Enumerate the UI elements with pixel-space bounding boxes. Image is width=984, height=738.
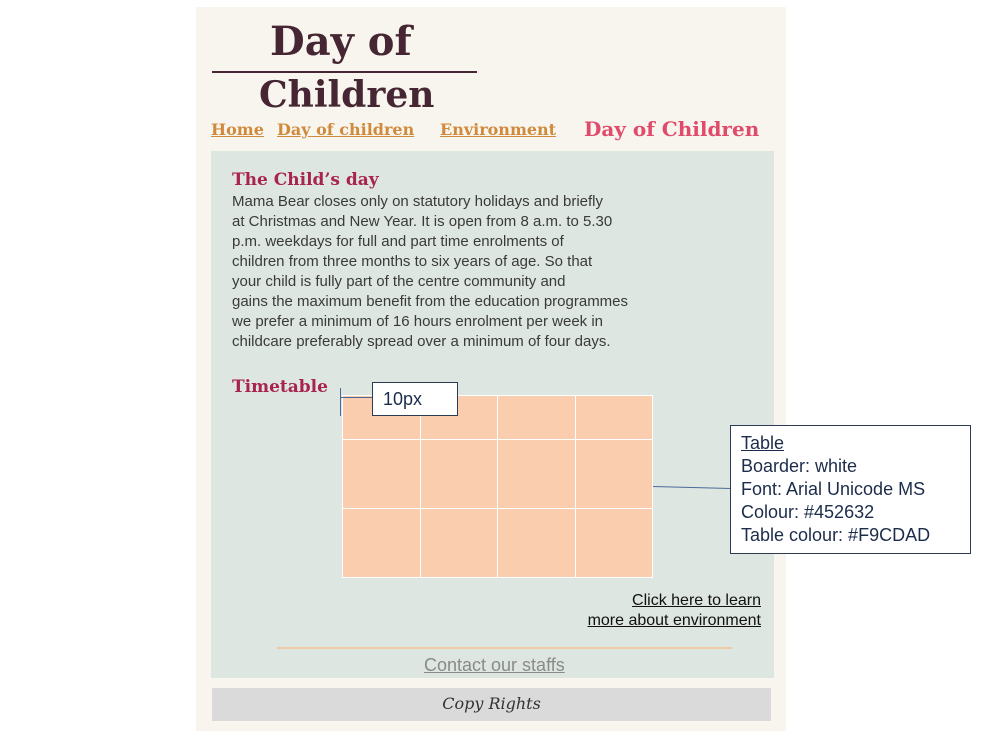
table-cell: [574, 395, 653, 440]
environment-learn-link-line2[interactable]: more about environment: [587, 612, 761, 629]
paragraph-line: Mama Bear closes only on statutory holid…: [232, 193, 604, 210]
table-spec-heading: Table: [741, 433, 785, 453]
timetable-table: [342, 395, 653, 578]
spacing-annotation-box: 10px: [372, 382, 458, 416]
environment-learn-link-line1[interactable]: Click here to learn: [632, 592, 761, 609]
site-title-line2: Children: [259, 74, 435, 116]
table-cell: [419, 439, 498, 509]
copyright-text: Copy Rights: [442, 694, 541, 713]
content-divider: [277, 647, 732, 649]
paragraph-line: children from three months to six years …: [232, 253, 593, 270]
table-cell: [497, 508, 576, 578]
spacing-annotation-label: 10px: [383, 389, 423, 409]
paragraph-line: at Christmas and New Year. It is open fr…: [232, 213, 613, 230]
table-cell: [497, 439, 576, 509]
nav-day-of-children-link[interactable]: Day of children: [277, 120, 415, 139]
childs-day-heading: The Child’s day: [232, 170, 379, 190]
paragraph-line: p.m. weekdays for full and part time enr…: [232, 233, 564, 250]
table-spec-annotation-box: Table Boarder: white Font: Arial Unicode…: [730, 425, 971, 554]
paragraph-line: your child is fully part of the centre c…: [232, 273, 566, 290]
paragraph-line: we prefer a minimum of 16 hours enrolmen…: [232, 313, 604, 330]
table-cell: [574, 508, 653, 578]
table-spec-colour: Colour: #452632: [741, 502, 875, 522]
spacing-marker-line: [340, 388, 341, 416]
table-cell: [497, 395, 576, 440]
childs-day-paragraph: Mama Bear closes only on statutory holid…: [232, 192, 692, 352]
table-spec-border: Boarder: white: [741, 456, 858, 476]
site-title-line1: Day of: [270, 18, 412, 65]
spacing-marker-line: [340, 397, 372, 398]
table-cell: [419, 508, 498, 578]
table-spec-table-colour: Table colour: #F9CDAD: [741, 525, 931, 545]
contact-staff-link[interactable]: Contact our staffs: [424, 655, 565, 675]
paragraph-line: gains the maximum benefit from the educa…: [232, 293, 629, 310]
nav-home-link[interactable]: Home: [211, 120, 264, 139]
paragraph-line: childcare preferably spread over a minim…: [232, 333, 611, 350]
table-cell: [342, 508, 421, 578]
table-cell: [342, 439, 421, 509]
table-cell: [574, 439, 653, 509]
timetable-heading: Timetable: [232, 377, 328, 397]
footer-bar: Copy Rights: [212, 688, 771, 721]
title-rule: [212, 71, 477, 73]
nav-current-page: Day of Children: [584, 117, 760, 141]
table-spec-font: Font: Arial Unicode MS: [741, 479, 926, 499]
nav-environment-link[interactable]: Environment: [440, 120, 557, 139]
